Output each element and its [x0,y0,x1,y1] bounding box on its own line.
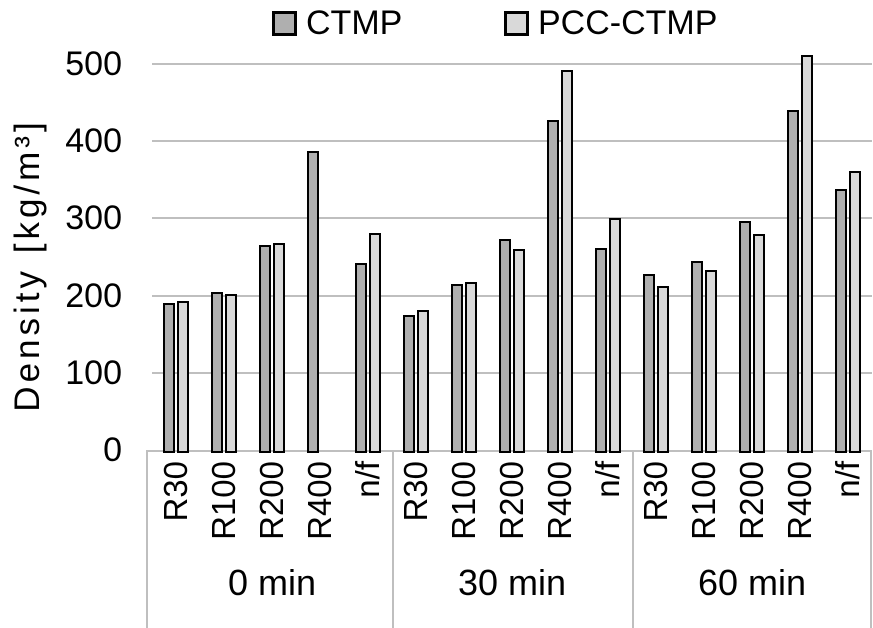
bar-pccctmp-30min-r30 [416,310,429,453]
bar-pccctmp-30min-nf [608,218,621,453]
bar-ctmp-60min-r400 [786,110,799,453]
gridline-200 [152,294,872,297]
bar-pccctmp-60min-r400 [800,54,813,453]
legend-swatch-ctmp-icon [272,10,297,36]
bar-ctmp-60min-nf [834,189,847,453]
axis-box-line-2 [632,451,634,628]
bar-pccctmp-30min-r100 [464,281,477,453]
bar-pccctmp-0min-nf [368,233,381,453]
bar-ctmp-60min-r30 [642,273,655,453]
legend-item-ctmp: CTMP [272,5,402,41]
bar-pccctmp-30min-r400 [560,70,573,453]
x-category-label-0min-r100: R100 [205,461,242,540]
bar-pccctmp-60min-r100 [704,270,717,453]
x-category-label-60min-nf: n/f [829,461,866,498]
axis-box-line-0 [146,451,148,628]
x-group-label-30min: 30 min [457,562,567,603]
bar-pccctmp-60min-r30 [656,286,669,453]
bar-ctmp-30min-r30 [402,314,415,453]
bar-ctmp-0min-r200 [258,244,271,453]
x-category-label-0min-nf: n/f [349,461,386,498]
gridline-500 [152,63,872,65]
x-category-label-30min-nf: n/f [589,461,626,498]
x-group-label-0min: 0 min [227,562,317,603]
x-category-label-60min-r100: R100 [685,461,722,540]
legend-swatch-pcc-ctmp-icon [504,10,529,36]
x-category-label-60min-r400: R400 [781,461,818,540]
x-group-label-60min: 60 min [697,562,807,603]
x-category-label-0min-r200: R200 [253,461,290,540]
y-tick-label-200: 200 [65,276,122,315]
legend-item-pcc-ctmp: PCC-CTMP [504,5,717,41]
bar-pccctmp-0min-r30 [176,301,189,453]
legend-label-pcc-ctmp: PCC-CTMP [538,4,718,42]
legend-label-ctmp: CTMP [306,4,403,42]
y-tick-label-400: 400 [65,122,122,161]
x-category-label-30min-r200: R200 [493,461,530,540]
bar-ctmp-30min-nf [594,247,607,453]
bar-ctmp-0min-r30 [162,303,175,453]
bar-ctmp-30min-r200 [498,239,511,453]
y-tick-label-0: 0 [103,431,122,469]
bar-ctmp-30min-r400 [546,120,559,453]
x-category-label-0min-r400: R400 [301,461,338,540]
bar-ctmp-30min-r100 [450,284,463,453]
x-category-label-60min-r30: R30 [637,461,674,522]
gridline-100 [152,371,872,374]
bar-pccctmp-60min-nf [848,170,861,453]
y-tick-label-100: 100 [65,353,122,392]
axis-box-line-3 [870,451,872,628]
bar-ctmp-60min-r100 [690,260,703,453]
x-category-label-30min-r30: R30 [397,461,434,522]
bar-pccctmp-0min-r200 [272,243,285,453]
bar-ctmp-0min-r100 [210,291,223,453]
bar-ctmp-0min-r400 [306,151,319,453]
x-category-label-30min-r400: R400 [541,461,578,540]
y-tick-label-300: 300 [65,199,122,238]
axis-box-line-1 [392,451,394,628]
gridline-300 [152,217,872,220]
bar-pccctmp-0min-r100 [224,294,237,453]
bar-pccctmp-30min-r200 [512,249,525,453]
bar-pccctmp-60min-r200 [752,233,765,453]
x-category-label-30min-r100: R100 [445,461,482,540]
y-tick-label-500: 500 [65,45,122,83]
bar-ctmp-60min-r200 [738,220,751,453]
bar-ctmp-0min-nf [354,263,367,453]
x-category-label-0min-r30: R30 [157,461,194,522]
gridline-400 [152,140,872,143]
x-category-label-60min-r200: R200 [733,461,770,540]
